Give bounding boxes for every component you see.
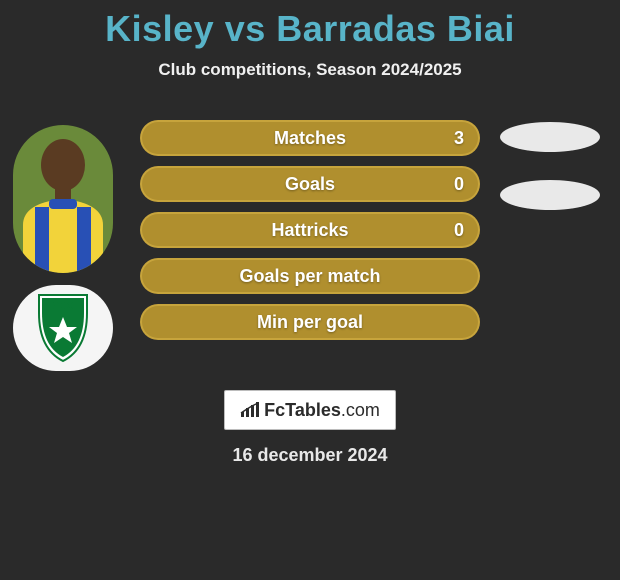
stat-label: Goals per match bbox=[239, 266, 380, 287]
stats-list: Matches 3 Goals 0 Hattricks 0 Goals per … bbox=[140, 120, 480, 340]
avatar-column: SCC bbox=[10, 125, 115, 371]
stat-label: Min per goal bbox=[257, 312, 363, 333]
bar-chart-icon bbox=[240, 402, 260, 418]
stat-value: 0 bbox=[454, 174, 464, 195]
subtitle: Club competitions, Season 2024/2025 bbox=[0, 60, 620, 80]
logo-text: FcTables.com bbox=[264, 400, 380, 421]
logo-suffix: Tables bbox=[285, 400, 341, 420]
stat-row-matches: Matches 3 bbox=[140, 120, 480, 156]
snapshot-date: 16 december 2024 bbox=[0, 445, 620, 466]
stat-label: Hattricks bbox=[271, 220, 348, 241]
player2-marker-1 bbox=[500, 122, 600, 152]
logo-prefix: Fc bbox=[264, 400, 285, 420]
club-shield-icon: SCC bbox=[35, 293, 91, 363]
vs-text: vs bbox=[225, 8, 266, 49]
stat-value: 3 bbox=[454, 128, 464, 149]
player1-name: Kisley bbox=[105, 8, 214, 49]
logo-domain: .com bbox=[341, 400, 380, 420]
stat-row-goals-per-match: Goals per match bbox=[140, 258, 480, 294]
player1-avatar bbox=[13, 125, 113, 273]
player2-marker-column bbox=[495, 122, 605, 210]
shield-letters: SCC bbox=[52, 301, 73, 312]
stat-value: 0 bbox=[454, 220, 464, 241]
player2-name: Barradas Biai bbox=[276, 8, 515, 49]
stat-label: Matches bbox=[274, 128, 346, 149]
fctables-logo[interactable]: FcTables.com bbox=[224, 390, 396, 430]
stat-row-min-per-goal: Min per goal bbox=[140, 304, 480, 340]
club-badge: SCC bbox=[13, 285, 113, 371]
page-title: Kisley vs Barradas Biai bbox=[0, 0, 620, 50]
stat-row-hattricks: Hattricks 0 bbox=[140, 212, 480, 248]
stat-row-goals: Goals 0 bbox=[140, 166, 480, 202]
comparison-card: Kisley vs Barradas Biai Club competition… bbox=[0, 0, 620, 580]
player1-avatar-svg bbox=[13, 125, 113, 273]
player2-marker-2 bbox=[500, 180, 600, 210]
stat-label: Goals bbox=[285, 174, 335, 195]
